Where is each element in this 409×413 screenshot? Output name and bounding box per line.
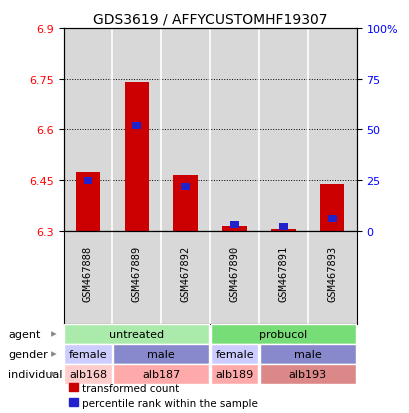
Text: GSM467888: GSM467888 [83,245,93,301]
Text: GSM467889: GSM467889 [132,245,142,301]
Bar [229,222,238,229]
Title: GDS3619 / AFFYCUSTOMHF19307: GDS3619 / AFFYCUSTOMHF19307 [93,12,326,26]
Bar [83,177,92,184]
Bar [222,226,246,231]
Text: male: male [147,349,175,359]
Bar [210,364,258,384]
Text: probucol: probucol [258,329,307,339]
Bar [181,183,190,190]
Text: GSM467892: GSM467892 [180,245,190,301]
Text: gender: gender [8,349,48,359]
Bar [113,344,209,364]
Bar [64,344,111,364]
Bar [64,364,111,384]
Bar [327,216,336,223]
Bar [210,344,258,364]
Bar [113,364,209,384]
Bar [270,230,295,231]
Text: alb187: alb187 [142,369,180,379]
Text: GSM467891: GSM467891 [278,245,288,301]
Bar [173,176,198,231]
Text: alb189: alb189 [215,369,253,379]
Bar [124,83,149,231]
Text: female: female [215,349,253,359]
Bar [76,172,100,231]
Text: female: female [68,349,107,359]
Bar [64,324,209,344]
Bar [259,364,355,384]
Text: individual: individual [8,369,63,379]
Text: GSM467890: GSM467890 [229,245,239,301]
Bar [279,224,287,231]
Bar [259,344,355,364]
Bar [132,123,141,130]
Text: untreated: untreated [109,329,164,339]
Bar [210,324,355,344]
Text: alb168: alb168 [69,369,107,379]
Text: GSM467893: GSM467893 [326,245,337,301]
Bar [319,184,344,231]
Text: male: male [293,349,321,359]
Legend: transformed count, percentile rank within the sample: transformed count, percentile rank withi… [69,383,258,408]
Text: agent: agent [8,329,40,339]
Text: alb193: alb193 [288,369,326,379]
